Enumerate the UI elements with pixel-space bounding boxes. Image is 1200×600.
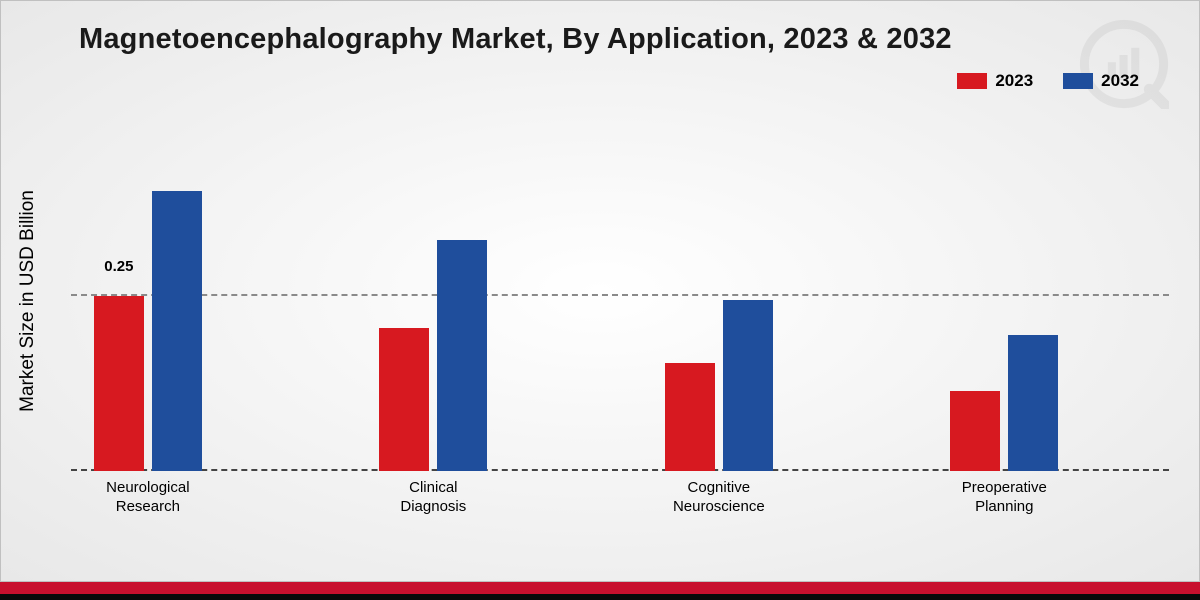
bar-2023	[379, 328, 429, 472]
y-axis-label-wrap: Market Size in USD Billion	[13, 131, 43, 471]
legend-label-2032: 2032	[1101, 71, 1139, 91]
bar-2032	[437, 240, 487, 471]
bar-group: Clinical Diagnosis	[379, 240, 487, 471]
legend-swatch-2032	[1063, 73, 1093, 89]
y-axis-label: Market Size in USD Billion	[17, 190, 39, 412]
bar-group: Preoperative Planning	[950, 335, 1058, 472]
category-label: Clinical Diagnosis	[400, 479, 466, 517]
legend-item-2032: 2032	[1063, 71, 1139, 91]
bar-2023	[665, 363, 715, 472]
gridline	[71, 294, 1169, 296]
legend: 2023 2032	[957, 71, 1139, 91]
chart-title: Magnetoencephalography Market, By Applic…	[79, 23, 952, 56]
category-label: Cognitive Neuroscience	[673, 479, 765, 517]
bar-group: Cognitive Neuroscience	[665, 300, 773, 472]
bar-2032	[152, 191, 202, 471]
footer-red-stripe	[0, 582, 1200, 594]
chart-container: Magnetoencephalography Market, By Applic…	[0, 0, 1200, 582]
bar-value-label: 0.25	[104, 258, 133, 275]
legend-swatch-2023	[957, 73, 987, 89]
bar-2032	[723, 300, 773, 472]
bar-group: 0.25Neurological Research	[94, 191, 202, 471]
footer-black-stripe	[0, 594, 1200, 600]
legend-item-2023: 2023	[957, 71, 1033, 91]
footer-bar	[0, 582, 1200, 600]
bar-2023	[950, 391, 1000, 472]
legend-label-2023: 2023	[995, 71, 1033, 91]
bar-2023	[94, 296, 144, 471]
category-label: Neurological Research	[106, 479, 189, 517]
watermark-logo-icon	[1079, 19, 1169, 109]
category-label: Preoperative Planning	[962, 479, 1047, 517]
bar-2032	[1008, 335, 1058, 472]
plot-area: 0.25Neurological Research Clinical Diagno…	[71, 121, 1169, 471]
